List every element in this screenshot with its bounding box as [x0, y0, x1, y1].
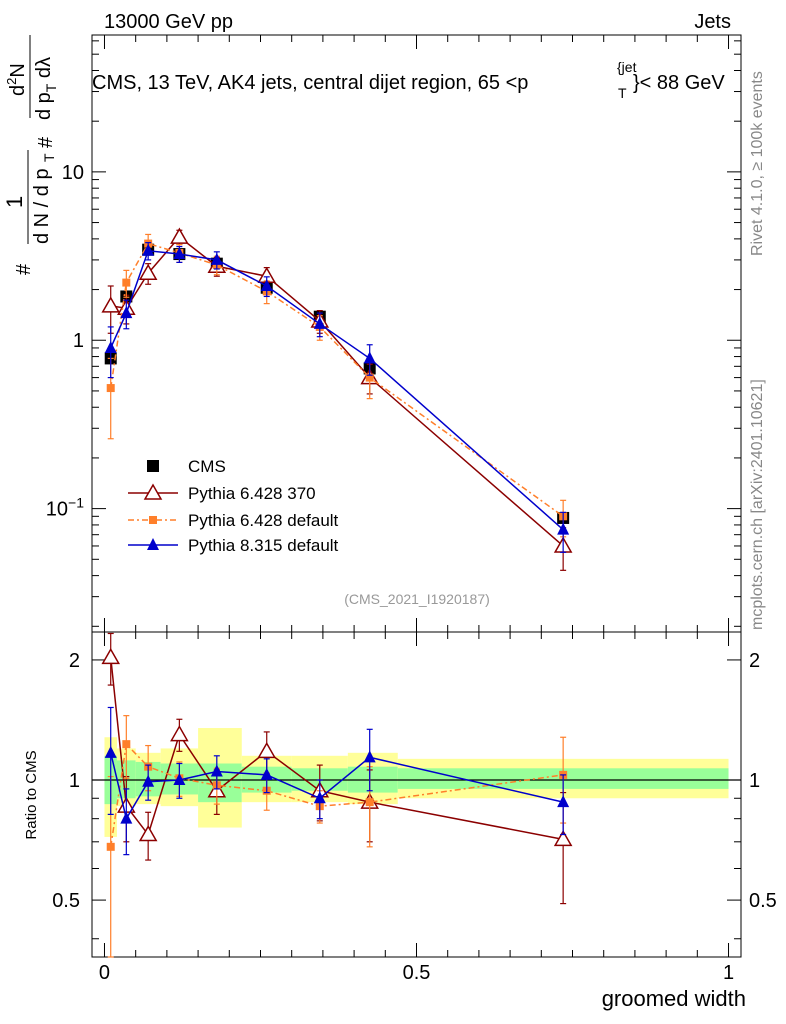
main-line-pythia-6-428-370: [110, 236, 564, 547]
main-point: [365, 373, 374, 382]
ylabel-hash-2: #: [35, 136, 57, 148]
ylabel-num-2: d2N: [4, 63, 29, 96]
header-category-label: Jets: [694, 11, 731, 33]
ylabel-den-1: d N / d p: [31, 168, 53, 244]
rivet-version-label: Rivet 4.1.0, ≥ 100k events: [749, 71, 766, 256]
ratio-point: [210, 764, 223, 777]
main-y-label: # 1 d N / d p T # d2N d pT dλ: [2, 35, 59, 275]
ratio-point: [104, 745, 117, 758]
legend-entry: CMS: [188, 457, 226, 476]
ratio-point: [553, 829, 573, 847]
ratio-y-tick-label: 0.5: [52, 890, 80, 912]
ratio-panel: 0.5 0.5 1 1 2 2 0 0.5 1 Ratio to CMS groomed wid…: [23, 631, 777, 1011]
ratio-line-pythia-6-428-370: [109, 657, 564, 841]
main-point: [120, 306, 133, 319]
legend-entry: Pythia 8.315 default: [188, 536, 339, 555]
main-point: [142, 243, 155, 256]
main-series-group: [101, 227, 573, 571]
ratio-point: [101, 647, 121, 665]
main-point: [170, 227, 189, 244]
plot-title-end: }< 88 GeV: [633, 72, 725, 94]
ratio-point: [313, 791, 326, 804]
ratio-point: [257, 741, 277, 759]
ratio-y-tick-label: 1: [69, 770, 80, 792]
main-point: [210, 252, 223, 265]
ratio-y-tick-label: 2: [69, 650, 80, 672]
main-y-tick-label: 10: [62, 162, 84, 184]
main-point: [557, 522, 570, 535]
main-point: [101, 296, 121, 313]
ratio-point: [122, 740, 131, 749]
ratio-point: [170, 725, 189, 742]
ratio-point: [363, 750, 376, 763]
ratio-point: [260, 767, 273, 780]
ratio-point: [173, 773, 186, 786]
legend-marker: [149, 516, 157, 524]
main-point: [260, 278, 273, 291]
ratio-y-tick-label-right: 1: [749, 770, 760, 792]
ratio-point: [120, 811, 133, 824]
main-point: [363, 351, 376, 364]
legend-marker: [147, 460, 159, 472]
ylabel-den-1-sub: T: [41, 153, 57, 162]
ylabel-den-2: d pT dλ: [33, 57, 59, 120]
x-axis-label: groomed width: [602, 986, 746, 1011]
plot-title-subscript: T: [618, 85, 627, 101]
legend: CMS Pythia 6.428 370 Pythia 6.428 default P…: [128, 457, 339, 555]
main-point: [122, 278, 131, 287]
ratio-uncertainty-bands: [92, 728, 741, 837]
ratio-point: [106, 842, 115, 851]
main-point: [106, 384, 115, 393]
x-tick-label: 1: [723, 962, 734, 984]
plot-title: CMS, 13 TeV, AK4 jets, central dijet reg…: [92, 72, 528, 94]
ratio-y-tick-label-right: 0.5: [749, 890, 777, 912]
main-point: [313, 316, 326, 329]
legend-entry: Pythia 6.428 default: [188, 511, 339, 530]
main-y-tick-label: 10−1: [46, 495, 84, 521]
x-tick-label: 0.5: [403, 962, 431, 984]
plot-title-superscript: {jet: [617, 59, 637, 75]
mcplots-label: mcplots.cern.ch [arXiv:2401.10621]: [749, 379, 766, 630]
x-tick-label: 0: [99, 962, 110, 984]
main-y-tick-label: 1: [73, 330, 84, 352]
main-point: [173, 247, 186, 260]
ratio-point: [557, 795, 570, 808]
ylabel-hash-1: #: [13, 263, 35, 275]
main-axis-ticks: 10−1 1 10: [46, 35, 741, 632]
main-point: [104, 340, 117, 353]
ratio-series-group: [101, 632, 573, 958]
ratio-point: [138, 825, 158, 842]
legend-marker: [143, 483, 163, 500]
ratio-axis-ticks: 0.5 0.5 1 1 2 2 0 0.5 1: [52, 632, 777, 984]
main-line-pythia-6-428-default: [109, 242, 564, 517]
ylabel-one: 1: [2, 196, 27, 208]
main-panel: 10−1 1 10 CMS, 13 TeV, AK4 jets, central d…: [46, 34, 742, 633]
ratio-y-tick-label-right: 2: [749, 650, 760, 672]
ratio-y-label: Ratio to CMS: [23, 750, 40, 839]
legend-entry: Pythia 6.428 370: [188, 484, 316, 503]
ratio-point: [142, 774, 155, 787]
analysis-annotation: (CMS_2021_I1920187): [344, 591, 490, 607]
legend-marker: [147, 538, 159, 550]
main-point: [138, 263, 158, 280]
ratio-point: [365, 798, 374, 807]
header-energy-label: 13000 GeV pp: [104, 11, 233, 33]
